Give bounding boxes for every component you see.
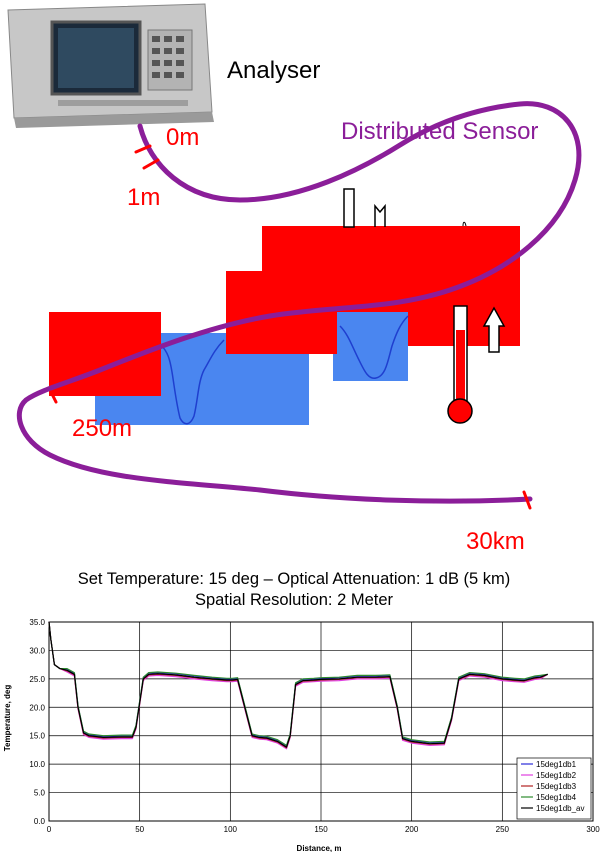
x-tick-label: 200	[405, 825, 419, 834]
marker-1m: 1m	[127, 184, 160, 211]
y-tick-label: 30.0	[29, 646, 45, 655]
y-tick-label: 15.0	[29, 732, 45, 741]
chimney-stack-icon	[343, 188, 355, 228]
legend-label: 15deg1db_av	[536, 804, 585, 813]
marker-0m: 0m	[166, 124, 199, 151]
chart-title: Set Temperature: 15 deg – Optical Attenu…	[78, 570, 511, 588]
marker-30km: 30km	[466, 528, 525, 555]
y-tick-label: 20.0	[29, 703, 45, 712]
x-tick-label: 50	[135, 825, 144, 834]
y-tick-label: 0.0	[34, 817, 46, 826]
series-line-15deg1db_av	[48, 621, 548, 748]
y-tick-label: 5.0	[34, 789, 46, 798]
fiber-loop-water-middle	[339, 315, 409, 379]
analyser-device-icon	[7, 3, 214, 128]
legend-label: 15deg1db3	[536, 782, 577, 791]
x-axis-label: Distance, m	[297, 844, 342, 852]
y-tick-label: 35.0	[29, 618, 45, 627]
water-bath-middle-overlay	[337, 312, 408, 346]
up-arrow-icon	[482, 306, 506, 353]
legend-label: 15deg1db4	[536, 793, 577, 802]
y-tick-label: 10.0	[29, 760, 45, 769]
marker-250m: 250m	[72, 415, 132, 442]
analyser-label: Analyser	[227, 57, 320, 84]
marker-ticks	[49, 144, 532, 510]
x-tick-label: 250	[496, 825, 510, 834]
x-tick-label: 150	[314, 825, 328, 834]
fiber-loop-water-left	[160, 339, 225, 425]
y-axis-label: Temperature, deg	[3, 685, 12, 752]
y-tick-label: 25.0	[29, 675, 45, 684]
distributed-sensor-label: Distributed Sensor	[341, 118, 538, 145]
steam-icon	[374, 203, 386, 227]
small-tick-icon	[462, 221, 467, 227]
legend-box	[516, 757, 592, 820]
chart-subtitle: Spatial Resolution: 2 Meter	[195, 591, 394, 609]
x-tick-label: 0	[47, 825, 52, 834]
x-tick-label: 100	[224, 825, 238, 834]
legend-label: 15deg1db2	[536, 771, 577, 780]
distributed-sensor-fiber	[16, 101, 582, 504]
legend-label: 15deg1db1	[536, 760, 577, 769]
x-tick-label: 300	[586, 825, 600, 834]
chart-plot-area: 0.0 5.0 10.0 15.0 20.0 25.0 30.0 35.0 0 50 100 150 2…	[29, 618, 600, 834]
thermometer-icon	[447, 305, 473, 424]
